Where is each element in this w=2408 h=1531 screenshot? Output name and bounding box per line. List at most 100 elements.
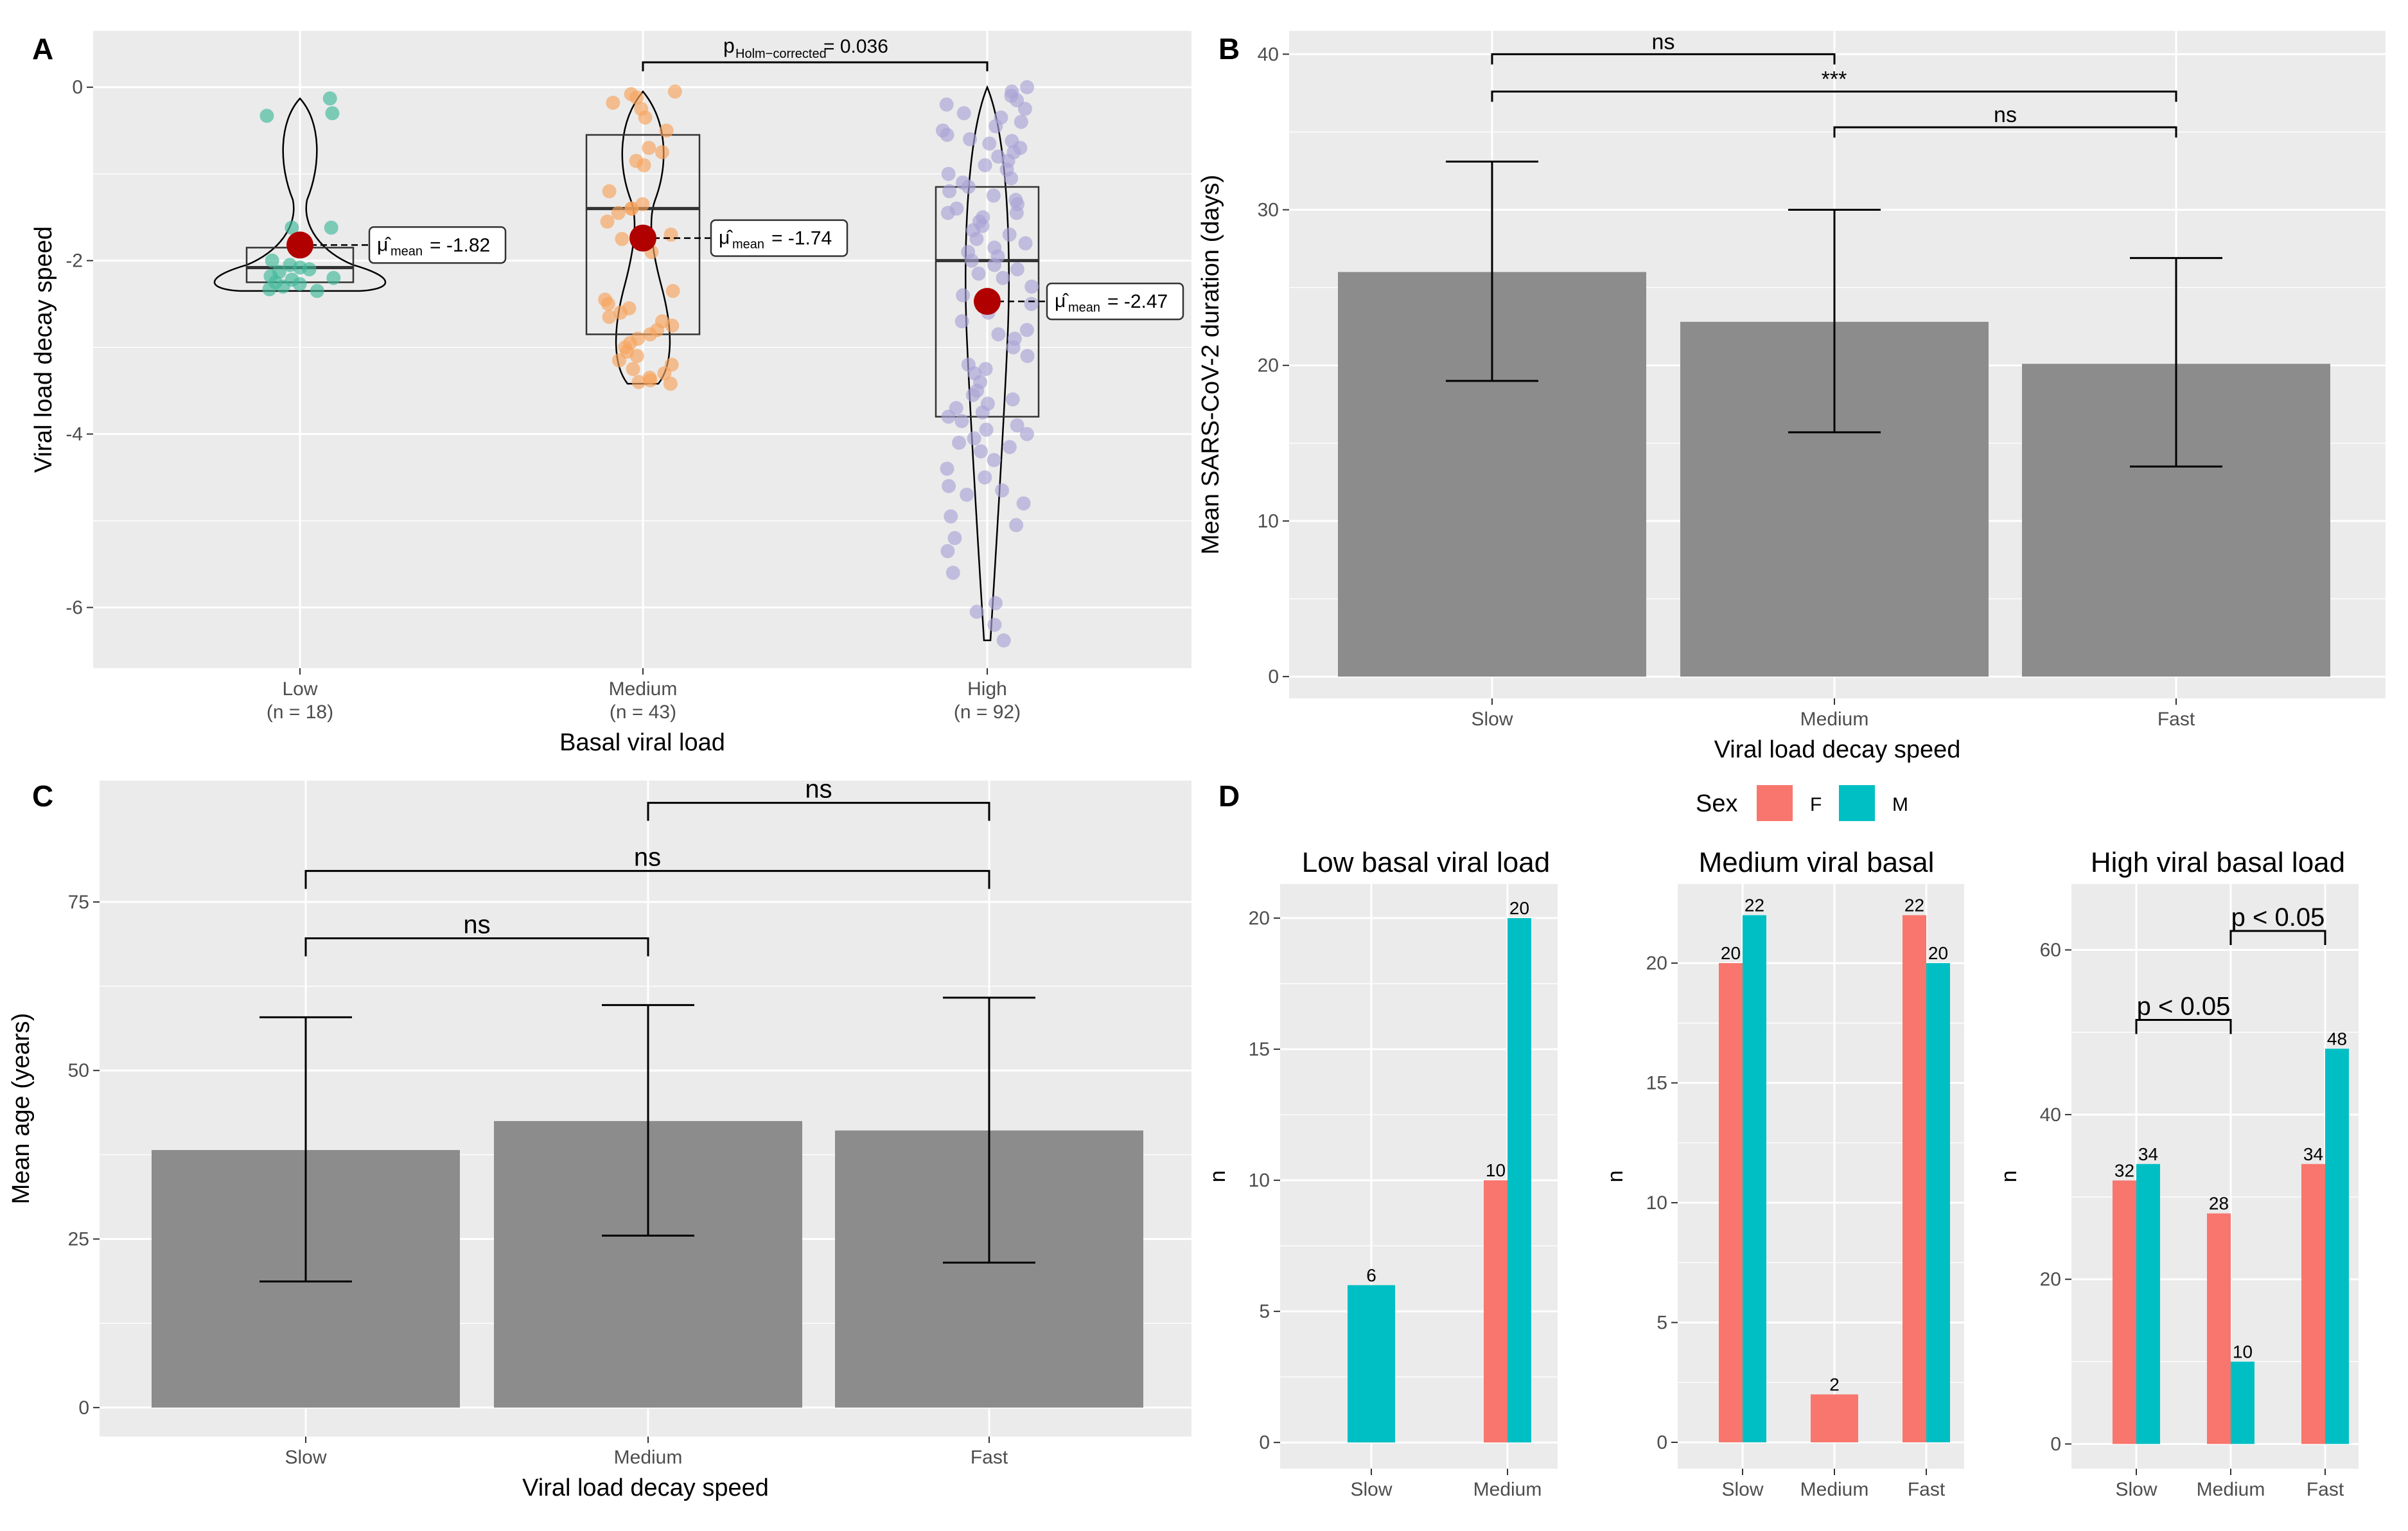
- data-point-high: [1024, 297, 1039, 312]
- data-point-high: [987, 617, 1002, 632]
- panel-a-x-axis-title: Basal viral load: [559, 729, 725, 756]
- data-point-high: [1006, 340, 1021, 355]
- panel-b-ytick-label: 0: [1268, 666, 1279, 687]
- mean-label-box-medium: [710, 219, 848, 257]
- panel-d-subplot-1-ytick-label: 5: [1259, 1301, 1270, 1322]
- data-point-high: [1010, 262, 1024, 277]
- panel-c: 0 25 50 75 Slow Medium Fast ns ns ns Viral load de…: [8, 775, 1191, 1501]
- data-point-high: [1017, 102, 1032, 116]
- bar-slow-f: [2113, 1180, 2136, 1444]
- data-point-medium: [606, 96, 620, 111]
- data-point-low: [322, 91, 337, 106]
- panel-d-subplot-2-xtick-label: Medium: [1800, 1479, 1869, 1500]
- significance-bracket-1-label: ns: [1652, 30, 1675, 54]
- bar-medium-f: [2207, 1213, 2231, 1444]
- panel-label-a: A: [32, 32, 53, 66]
- bar-slow-m: [1348, 1285, 1395, 1443]
- data-point-low: [265, 253, 279, 268]
- panel-b-xtick-label: Slow: [1471, 709, 1513, 730]
- data-point-low: [302, 262, 317, 277]
- bar-medium-m: [1507, 918, 1531, 1443]
- significance-bracket-2-label: ***: [1822, 67, 1847, 91]
- data-point-medium: [629, 90, 644, 105]
- data-point-high: [991, 327, 1006, 342]
- significance-bracket-1: [1491, 53, 1836, 65]
- bar-slow-f: [1719, 963, 1743, 1442]
- p-value: = 0.036: [823, 36, 888, 57]
- panel-b-ytick-label: 10: [1258, 511, 1279, 532]
- panel-c-ytick-label: 50: [68, 1060, 89, 1081]
- data-point-medium: [601, 297, 615, 312]
- significance-bracket-2: [1491, 90, 2177, 102]
- data-point-high: [961, 179, 976, 194]
- data-point-medium: [659, 123, 674, 138]
- data-point-high: [942, 184, 957, 199]
- panel-a-xtick-count: (n = 92): [954, 702, 1021, 723]
- data-point-medium: [613, 305, 628, 320]
- data-point-high: [1010, 418, 1024, 433]
- bar-fast-m: [1926, 963, 1950, 1442]
- data-point-high: [940, 461, 954, 476]
- data-point-high: [987, 258, 1002, 272]
- panel-d-subplot-1-ytick-label: 15: [1249, 1039, 1270, 1060]
- panel-d-subplot-3-ytick-label: 20: [2040, 1269, 2061, 1290]
- bar-fast-m: [2325, 1049, 2349, 1444]
- data-point-medium: [643, 373, 658, 387]
- significance-bracket-2: [304, 870, 990, 889]
- bar-value-label: 20: [1721, 943, 1741, 963]
- data-point-medium: [631, 375, 646, 389]
- data-point-high: [971, 266, 986, 281]
- data-point-high: [996, 270, 1010, 285]
- data-point-high: [964, 253, 979, 268]
- bar-fast-f: [2301, 1164, 2325, 1444]
- panel-d-subplot-1-xtick-label: Slow: [1350, 1479, 1392, 1500]
- panel-d-subplot-2-xtick-label: Fast: [1908, 1479, 1946, 1500]
- mean-label-subscript: mean: [732, 238, 764, 252]
- data-point-medium: [611, 206, 626, 220]
- mean-label-box-low: [368, 226, 507, 264]
- data-point-medium: [665, 283, 680, 298]
- panel-d-subplot-1-ytick-label: 20: [1249, 908, 1270, 929]
- data-point-high: [956, 288, 971, 303]
- panel-d-subplot-2-ytick-label: 15: [1646, 1073, 1667, 1094]
- panel-d-subplot-3-significance-bracket-2: [2229, 930, 2326, 946]
- data-point-high: [995, 483, 1010, 498]
- data-point-high: [1009, 206, 1024, 220]
- bar-value-label: 48: [2327, 1029, 2347, 1049]
- panel-d-subplot-2-y-axis-title: n: [1603, 1171, 1628, 1183]
- legend-label-f: F: [1810, 794, 1822, 815]
- data-point-medium: [667, 84, 682, 99]
- bar-medium-m: [2231, 1361, 2254, 1444]
- bar-value-label: 32: [2114, 1160, 2134, 1180]
- bar-value-label: 10: [2233, 1341, 2253, 1361]
- data-point-high: [1020, 349, 1035, 364]
- panel-b-x-axis-title: Viral load decay speed: [1714, 736, 1961, 763]
- data-point-high: [996, 633, 1011, 648]
- data-point-high: [987, 453, 1001, 468]
- bar-slow-m: [1743, 915, 1766, 1442]
- p-symbol: p: [723, 34, 735, 57]
- data-point-medium: [635, 197, 650, 211]
- data-point-low: [325, 106, 340, 121]
- panel-d-subplot-3-ytick-label: 0: [2050, 1434, 2061, 1455]
- data-point-medium: [602, 184, 617, 199]
- data-point-high: [944, 509, 958, 524]
- data-point-high: [1004, 171, 1019, 186]
- violin-high: [965, 85, 1010, 642]
- data-point-high: [940, 127, 954, 142]
- data-point-medium: [637, 158, 651, 173]
- data-point-high: [974, 444, 989, 459]
- data-point-high: [1014, 114, 1028, 129]
- panel-d-subplot-2-title: Medium viral basal: [1699, 847, 1935, 878]
- panel-d-subplot-2-xtick-label: Slow: [1721, 1479, 1763, 1500]
- data-point-high: [941, 409, 956, 424]
- p-subscript: Holm−corrected: [735, 47, 827, 61]
- panel-b-ytick-label: 20: [1258, 355, 1279, 376]
- panel-a-ytick-label: -6: [66, 597, 83, 619]
- data-point-high: [1019, 323, 1034, 337]
- panel-c-xtick-label: Medium: [614, 1447, 683, 1468]
- panel-c-ytick-label: 0: [78, 1397, 89, 1419]
- data-point-low: [285, 220, 299, 235]
